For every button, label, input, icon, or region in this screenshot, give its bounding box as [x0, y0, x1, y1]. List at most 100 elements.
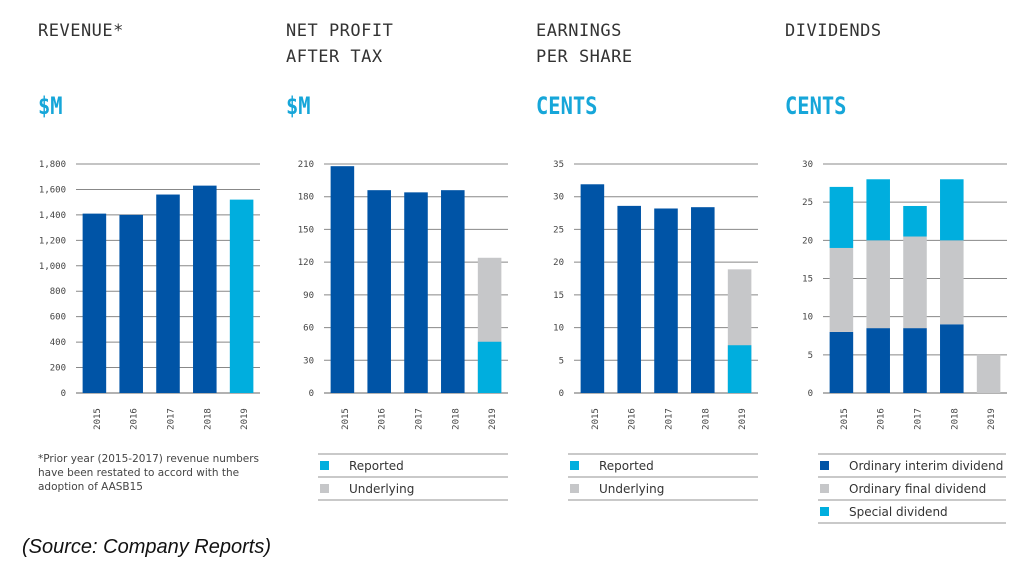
- bar: [580, 184, 605, 393]
- y-tick-label: 5: [559, 356, 564, 366]
- legend-item: Ordinary interim dividend: [818, 453, 1006, 476]
- x-tick-label: 2018: [950, 408, 960, 430]
- x-tick-label: 2016: [628, 408, 638, 430]
- bar-segment: [903, 205, 927, 237]
- bar-segment: [829, 247, 854, 332]
- legend-swatch: [320, 484, 329, 493]
- x-tick-label: 2017: [415, 408, 425, 430]
- bar: [441, 190, 465, 393]
- y-tick-label: 180: [298, 193, 314, 203]
- legend-label: Underlying: [349, 481, 415, 496]
- npat-title: NET PROFIT AFTER TAX: [286, 21, 394, 67]
- bar-segment: [866, 240, 890, 329]
- y-tick-label: 60: [303, 324, 314, 334]
- legend-item: Underlying: [568, 476, 758, 501]
- npat-chart: 0 30 60 90 120 150 180 210 2015 2016 2017 2018 2019: [298, 160, 508, 430]
- eps-title: EARNINGS PER SHARE: [536, 21, 633, 67]
- legend-item: Underlying: [318, 476, 508, 501]
- dividends-chart: 0 5 10 15 20 25 30 2015 2016 2017 2018 2019: [802, 160, 1007, 430]
- legend-swatch: [320, 461, 329, 470]
- npat-legend: Reported Underlying: [318, 453, 508, 501]
- y-tick-label: 1,800: [39, 160, 66, 170]
- x-tick-label: 2016: [130, 408, 140, 430]
- legend-label: Ordinary interim dividend: [849, 458, 1004, 473]
- y-tick-label: 20: [802, 236, 813, 246]
- revenue-panel: REVENUE* $M 0 200 400 600 800 1,000 1,200 1,400…: [38, 0, 278, 530]
- y-tick-label: 15: [802, 275, 813, 285]
- y-tick-label: 30: [553, 193, 564, 203]
- dividends-unit: CENTS: [785, 92, 847, 120]
- y-tick-label: 800: [50, 287, 66, 297]
- bar: [617, 205, 641, 393]
- legend-label: Reported: [599, 458, 654, 473]
- bar: [119, 214, 143, 393]
- bar-segment: [829, 331, 854, 393]
- y-tick-label: 35: [553, 160, 564, 170]
- y-tick-label: 10: [553, 324, 564, 334]
- y-tick-label: 30: [802, 160, 813, 170]
- bar-segment: [940, 324, 964, 393]
- legend-swatch: [570, 484, 579, 493]
- legend-swatch: [820, 484, 829, 493]
- y-tick-label: 10: [802, 313, 813, 323]
- x-tick-label: 2019: [987, 408, 997, 430]
- legend-label: Special dividend: [849, 504, 948, 519]
- bar: [156, 194, 180, 393]
- revenue-chart: 0 200 400 600 800 1,000 1,200 1,400 1,600 1,800 20…: [39, 160, 260, 430]
- y-tick-label: 0: [559, 389, 564, 399]
- x-tick-label: 2016: [877, 408, 887, 430]
- bar-segment: [903, 236, 927, 329]
- x-tick-label: 2017: [167, 408, 177, 430]
- y-tick-label: 600: [50, 313, 66, 323]
- npat-unit: $M: [286, 92, 311, 120]
- x-tick-label: 2019: [488, 408, 498, 430]
- y-tick-label: 25: [802, 198, 813, 208]
- y-tick-label: 30: [303, 356, 314, 366]
- legend-item: Ordinary final dividend: [818, 476, 1006, 499]
- dividends-title: DIVIDENDS: [785, 21, 882, 41]
- x-tick-label: 2016: [378, 408, 388, 430]
- legend-label: Underlying: [599, 481, 665, 496]
- bar-segment: [866, 179, 890, 241]
- legend-item: Reported: [568, 453, 758, 476]
- y-tick-label: 210: [298, 160, 314, 170]
- bar-segment: [940, 240, 964, 325]
- dividends-legend: Ordinary interim dividend Ordinary final …: [818, 453, 1006, 524]
- eps-chart: 0 5 10 15 20 25 30 35 2015 2016 2017 2018 2019: [553, 160, 758, 430]
- bar: [367, 190, 391, 393]
- legend-item: Reported: [318, 453, 508, 476]
- legend-item: Special dividend: [818, 499, 1006, 524]
- y-tick-label: 120: [298, 258, 314, 268]
- x-tick-label: 2019: [240, 408, 250, 430]
- bar-segment: [866, 328, 890, 393]
- legend-label: Reported: [349, 458, 404, 473]
- y-tick-label: 1,600: [39, 185, 66, 195]
- bar: [404, 192, 428, 393]
- y-tick-label: 5: [808, 351, 813, 361]
- bar: [477, 341, 502, 393]
- x-tick-label: 2019: [738, 408, 748, 430]
- legend-swatch: [820, 507, 829, 516]
- bar: [330, 166, 355, 393]
- x-tick-label: 2017: [914, 408, 924, 430]
- y-tick-label: 0: [808, 389, 813, 399]
- revenue-title: REVENUE*: [38, 21, 124, 41]
- dividends-panel: DIVIDENDS CENTS 0 5 10 15 20 25 30 2015 2016 2017…: [785, 0, 1025, 530]
- y-tick-label: 150: [298, 225, 314, 235]
- bar: [727, 345, 752, 393]
- y-tick-label: 200: [50, 364, 66, 374]
- bar: [82, 213, 107, 393]
- y-tick-label: 0: [309, 389, 314, 399]
- y-tick-label: 15: [553, 291, 564, 301]
- legend-label: Ordinary final dividend: [849, 481, 987, 496]
- bar: [193, 185, 217, 393]
- x-tick-label: 2018: [203, 408, 213, 430]
- y-tick-label: 20: [553, 258, 564, 268]
- x-tick-label: 2017: [665, 408, 675, 430]
- revenue-footnote: *Prior year (2015-2017) revenue numbers …: [38, 453, 260, 493]
- source-caption: (Source: Company Reports): [22, 536, 271, 558]
- x-tick-label: 2015: [341, 408, 351, 430]
- y-tick-label: 0: [61, 389, 66, 399]
- bar: [691, 207, 715, 393]
- bar-segment: [940, 179, 964, 241]
